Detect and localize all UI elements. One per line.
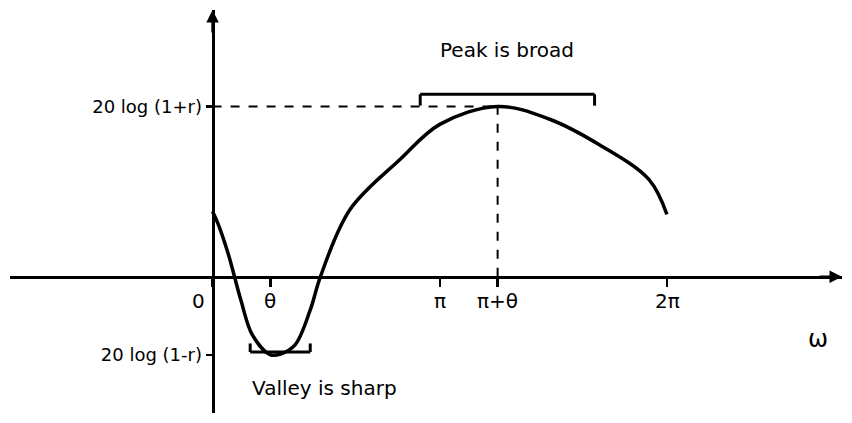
svg-text:θ: θ — [264, 289, 276, 313]
svg-text:π: π — [434, 289, 446, 313]
svg-text:Peak is broad: Peak is broad — [440, 38, 574, 62]
svg-text:20 log (1-r): 20 log (1-r) — [101, 344, 202, 365]
svg-text:0: 0 — [192, 289, 205, 313]
svg-text:π+θ: π+θ — [477, 289, 518, 313]
svg-text:ω: ω — [808, 325, 828, 353]
svg-text:20 log (1+r): 20 log (1+r) — [92, 96, 202, 117]
svg-text:2π: 2π — [655, 289, 680, 313]
svg-text:Valley is sharp: Valley is sharp — [252, 376, 397, 400]
